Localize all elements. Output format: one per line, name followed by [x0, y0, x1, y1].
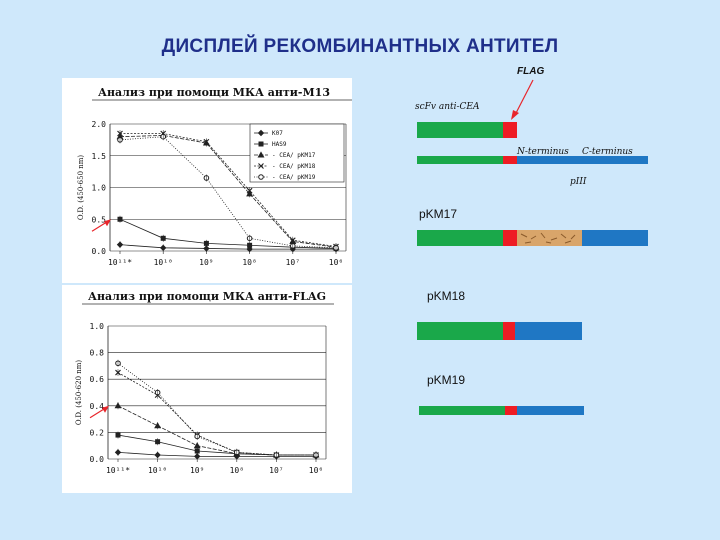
chart-m13: Анализ при помощи МКА анти-М13 0.0 0.5 1.0 1… [77, 86, 354, 267]
y-tick-label: 2.0 [92, 120, 107, 129]
legend-entry: - CEA/ pKM19 [272, 174, 316, 181]
fusion-piii-segment [517, 156, 648, 164]
pkm19-green-segment [419, 406, 505, 415]
slide-title: ДИСПЛЕЙ РЕКОМБИНАНТНЫХ АНТИТЕЛ [161, 36, 559, 57]
y-tick-label: 0.5 [92, 215, 107, 224]
pkm18-green-segment [417, 322, 503, 340]
n-terminus-label: N-terminus [516, 147, 569, 157]
legend-marker [258, 174, 264, 180]
y-tick-label: 0.4 [90, 402, 105, 411]
pkm17-piii-segment [582, 230, 648, 246]
series-line-4 [120, 133, 337, 247]
flag-arrow-head [511, 110, 519, 120]
x-tick-label: 10⁸ [242, 258, 256, 267]
x-tick-label: 10⁹ [190, 466, 204, 475]
series-line-2 [119, 218, 337, 249]
x-tick-label: 10⁷ [269, 466, 283, 475]
legend-entry: HAS9 [272, 141, 287, 148]
series-line-4 [117, 372, 316, 456]
construct-diagram: FLAG scFv anti-CEA N-terminus C-terminus… [415, 66, 648, 415]
y-tick-label: 1.0 [90, 322, 105, 331]
series-line-3 [117, 405, 316, 456]
chart-flag: Анализ при помощи МКА анти-FLAG 0.0 0.2 0.4… [75, 290, 334, 475]
x-tick-label: 10¹¹* [106, 466, 130, 475]
fusion-green-segment [417, 156, 503, 164]
piii-label: pIII [570, 177, 587, 187]
highlight-arrow-head [104, 219, 111, 227]
legend-entry: - CEA/ pKM17 [272, 152, 316, 159]
x-tick-label: 10¹¹* [108, 258, 132, 267]
y-tick-label: 0.6 [90, 375, 105, 384]
scfv-label: scFv anti-CEA [415, 102, 480, 112]
x-tick-label: 10⁶ [309, 466, 323, 475]
y-axis-label: O.D. (450-650 nm) [77, 155, 85, 221]
pkm17-green-segment [417, 230, 503, 246]
series-line-3 [119, 135, 337, 248]
chart-panel-flag: Анализ при помощи МКА анти-FLAG 0.0 0.2 0.4… [62, 285, 352, 493]
pkm19-piii-segment [517, 406, 584, 415]
pkm19-flag-segment [505, 406, 517, 415]
chart-title: Анализ при помощи МКА анти-М13 [98, 86, 330, 99]
y-tick-label: 0.0 [90, 455, 105, 464]
y-tick-label: 0.8 [90, 349, 105, 358]
series-line-1 [119, 244, 336, 250]
y-tick-label: 1.0 [92, 184, 107, 193]
legend-box [249, 123, 345, 183]
x-tick-label: 10⁶ [329, 258, 343, 267]
x-tick-label: 10¹⁰ [148, 466, 167, 475]
highlight-arrow-head [102, 405, 109, 413]
x-tick-label: 10⁸ [230, 466, 244, 475]
flag-label: FLAG [517, 66, 544, 77]
plasmid-label-pkm19: pKM19 [427, 373, 465, 387]
series-line-2 [117, 434, 316, 456]
series-line-5 [119, 136, 337, 249]
series-line-5 [117, 362, 316, 456]
y-tick-label: 0.0 [92, 247, 107, 256]
fusion-flag-segment [503, 156, 517, 164]
plasmid-label-pkm18: pKM18 [427, 289, 465, 303]
legend-marker [257, 129, 265, 137]
chart-panel-m13: Анализ при помощи МКА анти-М13 0.0 0.5 1.0 1… [62, 78, 354, 283]
flag-arrow-line [514, 79, 534, 116]
x-tick-label: 10⁹ [199, 258, 213, 267]
pkm17-linker-texture [520, 232, 576, 244]
y-tick-label: 0.2 [90, 428, 105, 437]
x-tick-label: 10⁷ [286, 258, 300, 267]
scfv-green-segment [417, 122, 503, 138]
x-tick-label: 10¹⁰ [154, 258, 173, 267]
legend-marker [257, 151, 265, 158]
scfv-flag-segment [503, 122, 517, 138]
legend-marker [258, 163, 264, 169]
chart-title: Анализ при помощи МКА анти-FLAG [88, 290, 326, 303]
y-axis-label: O.D. (450-620 nm) [75, 360, 83, 426]
pkm18-piii-segment [515, 322, 582, 340]
pkm18-flag-segment [503, 322, 515, 340]
legend-entry: - CEA/ pKM18 [272, 163, 316, 170]
pkm17-flag-segment [503, 230, 517, 246]
pkm17-linker-segment [517, 230, 582, 246]
plasmid-label-pkm17: pKM17 [419, 207, 457, 221]
legend-entry: K07 [272, 130, 283, 137]
c-terminus-label: C-terminus [582, 147, 633, 157]
series-line-1 [117, 451, 316, 457]
legend-marker [258, 141, 264, 147]
y-tick-label: 1.5 [92, 152, 107, 161]
